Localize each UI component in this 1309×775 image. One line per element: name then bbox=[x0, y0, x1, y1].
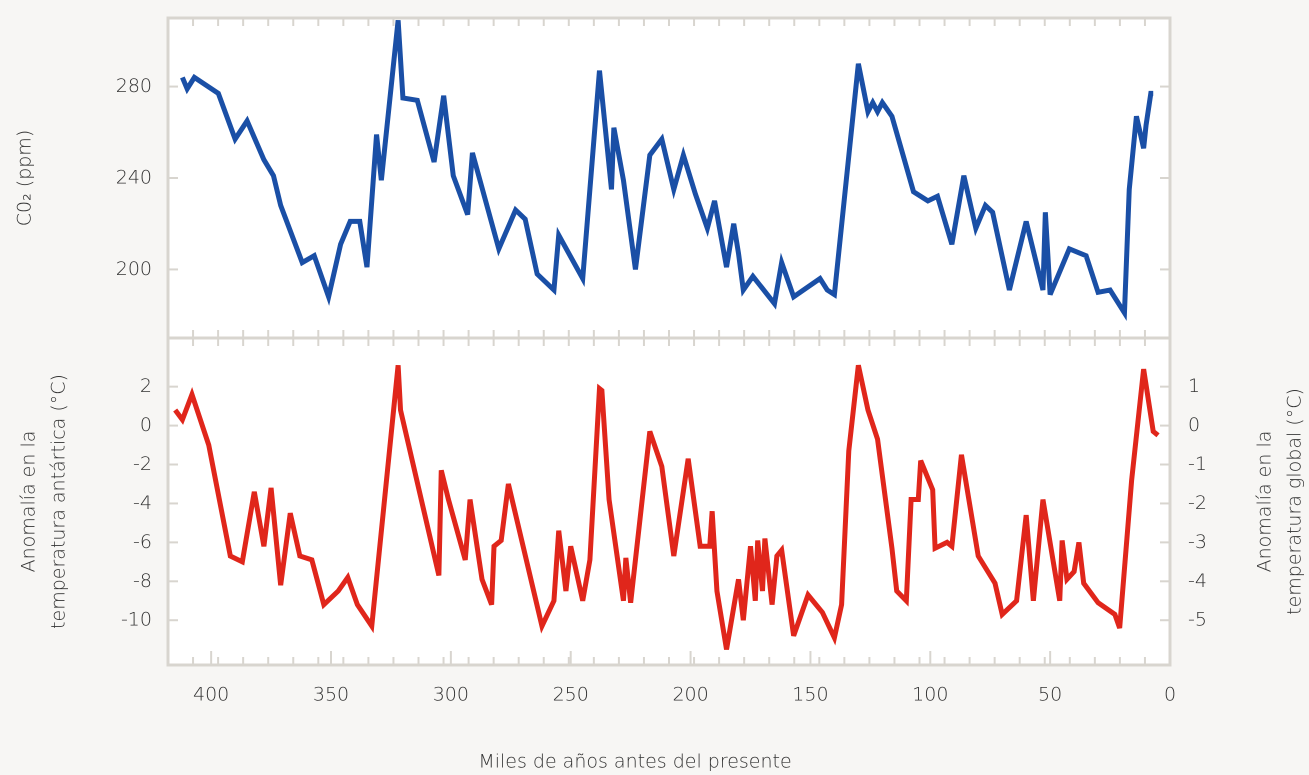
x-tick-label: 50 bbox=[1038, 684, 1062, 706]
y-axis-label-line: Anomalía en la bbox=[18, 431, 40, 573]
y-tick-label: 240 bbox=[116, 167, 152, 189]
y-tick-label: 0 bbox=[140, 414, 152, 436]
y2-tick-label: 0 bbox=[1188, 414, 1200, 436]
y-tick-label: 280 bbox=[116, 75, 152, 97]
y2-tick-label: -2 bbox=[1188, 492, 1207, 514]
y-tick-label: -4 bbox=[133, 492, 152, 514]
y2-tick-label: 1 bbox=[1188, 375, 1200, 397]
y2-axis-label-line: Anomalía en la bbox=[1254, 431, 1276, 573]
y2-axis-label: Anomalía en la temperatura global (°C) bbox=[1254, 388, 1306, 615]
data-line bbox=[173, 364, 1160, 650]
y-tick-label: -10 bbox=[121, 609, 152, 631]
data-line bbox=[180, 20, 1154, 322]
x-axis-label: Miles de años antes del presente bbox=[478, 751, 791, 773]
y-tick-label: -6 bbox=[133, 531, 152, 553]
y-axis-label-line: C0₂ (ppm) bbox=[14, 130, 36, 226]
y2-tick-label: -4 bbox=[1188, 570, 1207, 592]
y-tick-label: -2 bbox=[133, 453, 152, 475]
x-tick-label: 300 bbox=[433, 684, 469, 706]
y-tick-label: 2 bbox=[140, 375, 152, 397]
y2-tick-label: -3 bbox=[1188, 531, 1207, 553]
x-tick-label: 200 bbox=[672, 684, 708, 706]
y-tick-label: -8 bbox=[133, 570, 152, 592]
y-axis-label: Anomalía en la temperatura antártica (°C) bbox=[18, 374, 70, 629]
y2-tick-label: -1 bbox=[1188, 453, 1207, 475]
x-tick-label: 100 bbox=[912, 684, 948, 706]
y-axis-label: C0₂ (ppm) bbox=[14, 130, 36, 226]
x-tick-label: 400 bbox=[193, 684, 229, 706]
x-tick-label: 150 bbox=[792, 684, 828, 706]
x-tick-label: 350 bbox=[313, 684, 349, 706]
x-tick-label: 250 bbox=[553, 684, 589, 706]
y2-axis-label-line: temperatura global (°C) bbox=[1284, 388, 1306, 615]
y2-tick-label: -5 bbox=[1188, 609, 1207, 631]
x-tick-label: 0 bbox=[1164, 684, 1176, 706]
y-tick-label: 200 bbox=[116, 258, 152, 280]
y-axis-label-line: temperatura antártica (°C) bbox=[48, 374, 70, 629]
